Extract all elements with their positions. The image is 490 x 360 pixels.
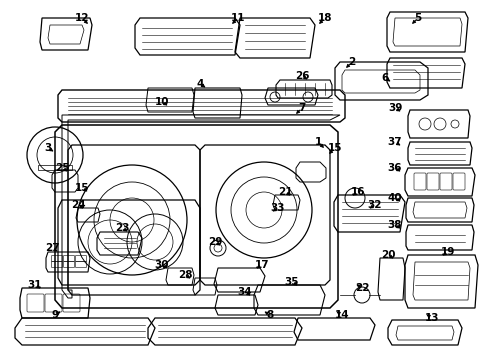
Text: 36: 36 — [388, 163, 402, 173]
Text: 2: 2 — [348, 57, 356, 67]
Text: 5: 5 — [415, 13, 421, 23]
Text: 22: 22 — [355, 283, 369, 293]
Text: 25: 25 — [55, 163, 69, 173]
Text: 40: 40 — [388, 193, 402, 203]
Text: 20: 20 — [381, 250, 395, 260]
Text: 11: 11 — [231, 13, 245, 23]
Text: 33: 33 — [271, 203, 285, 213]
Text: 9: 9 — [51, 310, 59, 320]
Text: 39: 39 — [388, 103, 402, 113]
Text: 13: 13 — [425, 313, 439, 323]
Text: 29: 29 — [208, 237, 222, 247]
Text: 15: 15 — [75, 183, 89, 193]
Text: 38: 38 — [388, 220, 402, 230]
Text: 4: 4 — [196, 79, 204, 89]
Text: 28: 28 — [178, 270, 192, 280]
Text: 3: 3 — [45, 143, 51, 153]
Text: 24: 24 — [71, 200, 85, 210]
Text: 19: 19 — [441, 247, 455, 257]
Text: 32: 32 — [368, 200, 382, 210]
Text: 27: 27 — [45, 243, 59, 253]
Text: 16: 16 — [351, 187, 365, 197]
Text: 18: 18 — [318, 13, 332, 23]
Text: 37: 37 — [388, 137, 402, 147]
Text: 17: 17 — [255, 260, 270, 270]
Text: 14: 14 — [335, 310, 349, 320]
Text: 1: 1 — [315, 137, 321, 147]
Text: 8: 8 — [267, 310, 273, 320]
Text: 15: 15 — [328, 143, 342, 153]
Text: 12: 12 — [75, 13, 89, 23]
Text: 10: 10 — [155, 97, 169, 107]
Text: 35: 35 — [285, 277, 299, 287]
Text: 21: 21 — [278, 187, 292, 197]
Text: 34: 34 — [238, 287, 252, 297]
Text: 7: 7 — [298, 103, 306, 113]
Text: 23: 23 — [115, 223, 129, 233]
Text: 31: 31 — [28, 280, 42, 290]
Text: 26: 26 — [295, 71, 309, 81]
Text: 30: 30 — [155, 260, 169, 270]
Text: 6: 6 — [381, 73, 389, 83]
